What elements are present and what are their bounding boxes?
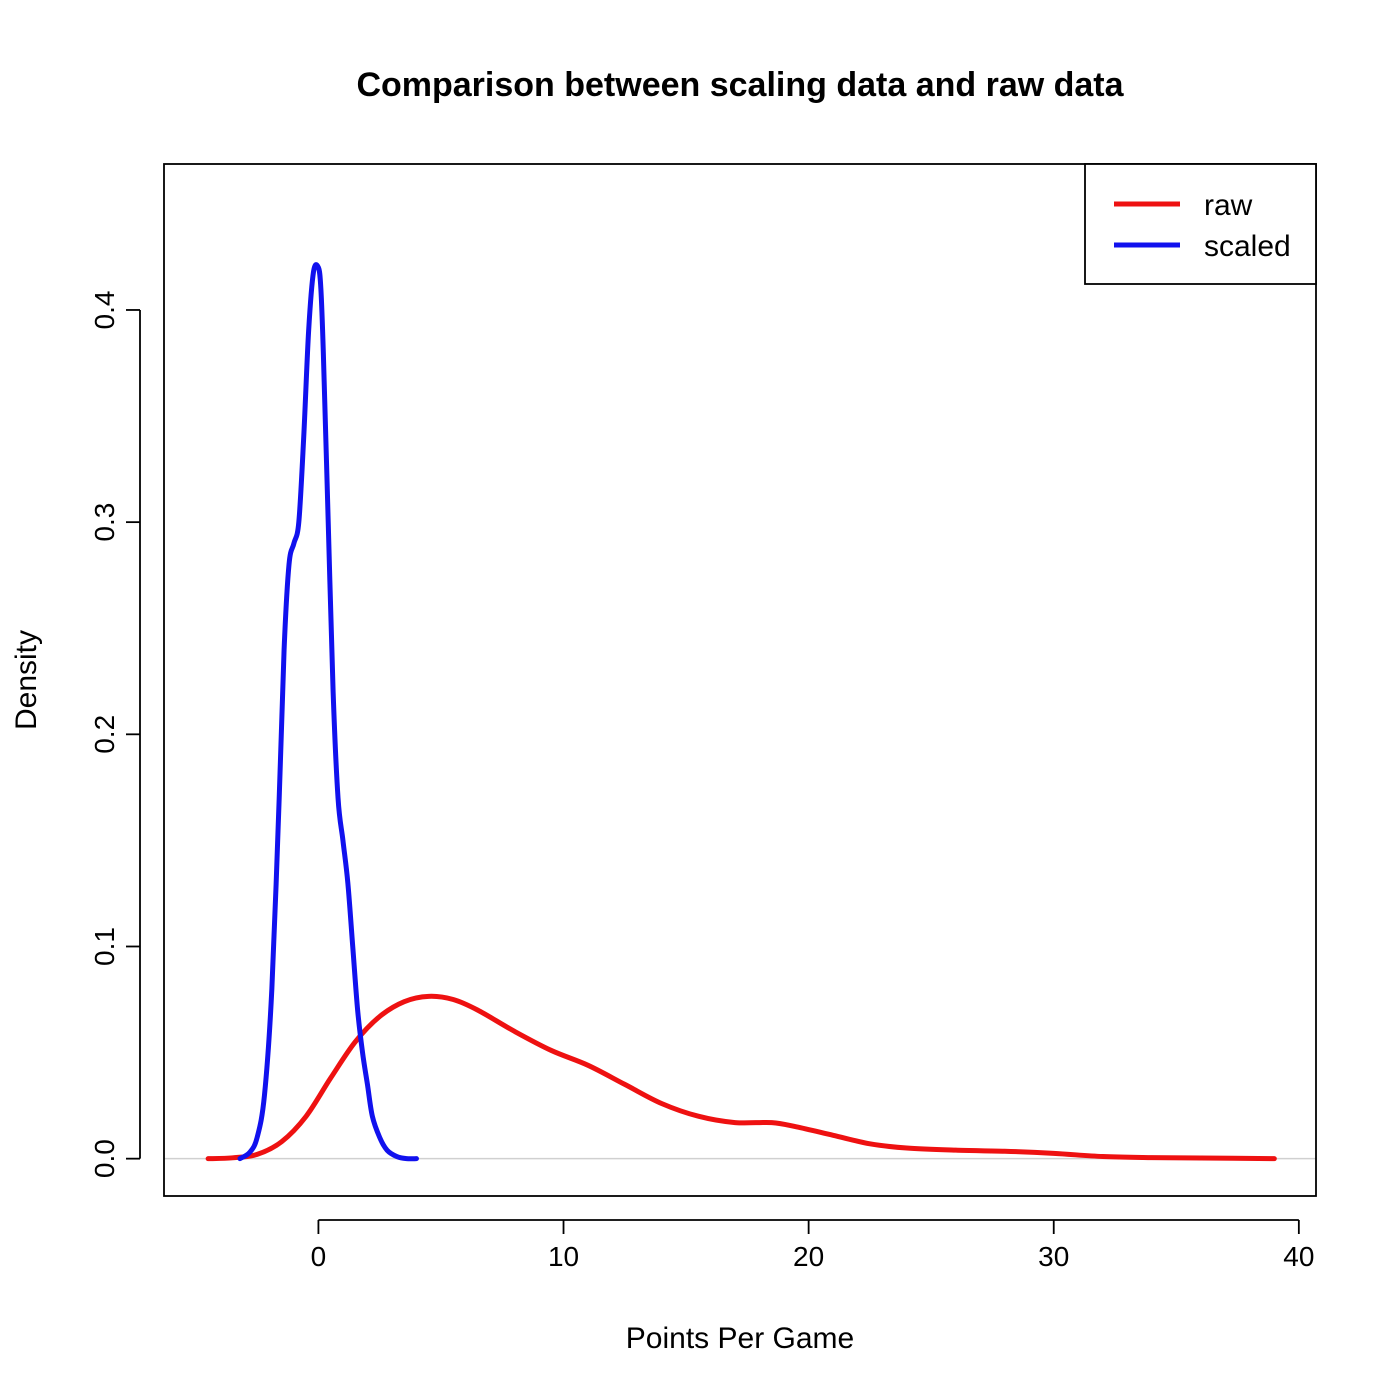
x-tick-label: 20 (793, 1241, 824, 1272)
legend-box (1084, 163, 1317, 285)
x-tick-label: 30 (1038, 1241, 1069, 1272)
plot-area: 0 10 20 30 40 0.0 0.1 0.2 0.3 0.4 (89, 163, 1317, 1272)
y-tick-label: 0.3 (89, 503, 120, 542)
y-axis-label: Density (10, 630, 43, 730)
series-line-scaled (237, 262, 419, 1162)
y-tick-label: 0.1 (89, 927, 120, 966)
plot-frame (163, 163, 1317, 1197)
chart-title: Comparison between scaling data and raw … (356, 66, 1124, 104)
x-tick-label: 40 (1283, 1241, 1314, 1272)
y-tick-label: 0.0 (89, 1139, 120, 1178)
legend-label-raw: raw (1204, 189, 1253, 222)
series-line-raw (205, 993, 1277, 1162)
x-tick-label: 10 (548, 1241, 579, 1272)
x-tick-label: 0 (311, 1241, 327, 1272)
y-tick-label: 0.2 (89, 715, 120, 754)
x-axis-label: Points Per Game (626, 1322, 854, 1355)
legend-label-scaled: scaled (1204, 230, 1291, 263)
y-tick-label: 0.4 (89, 291, 120, 330)
legend: raw scaled (1084, 163, 1317, 285)
